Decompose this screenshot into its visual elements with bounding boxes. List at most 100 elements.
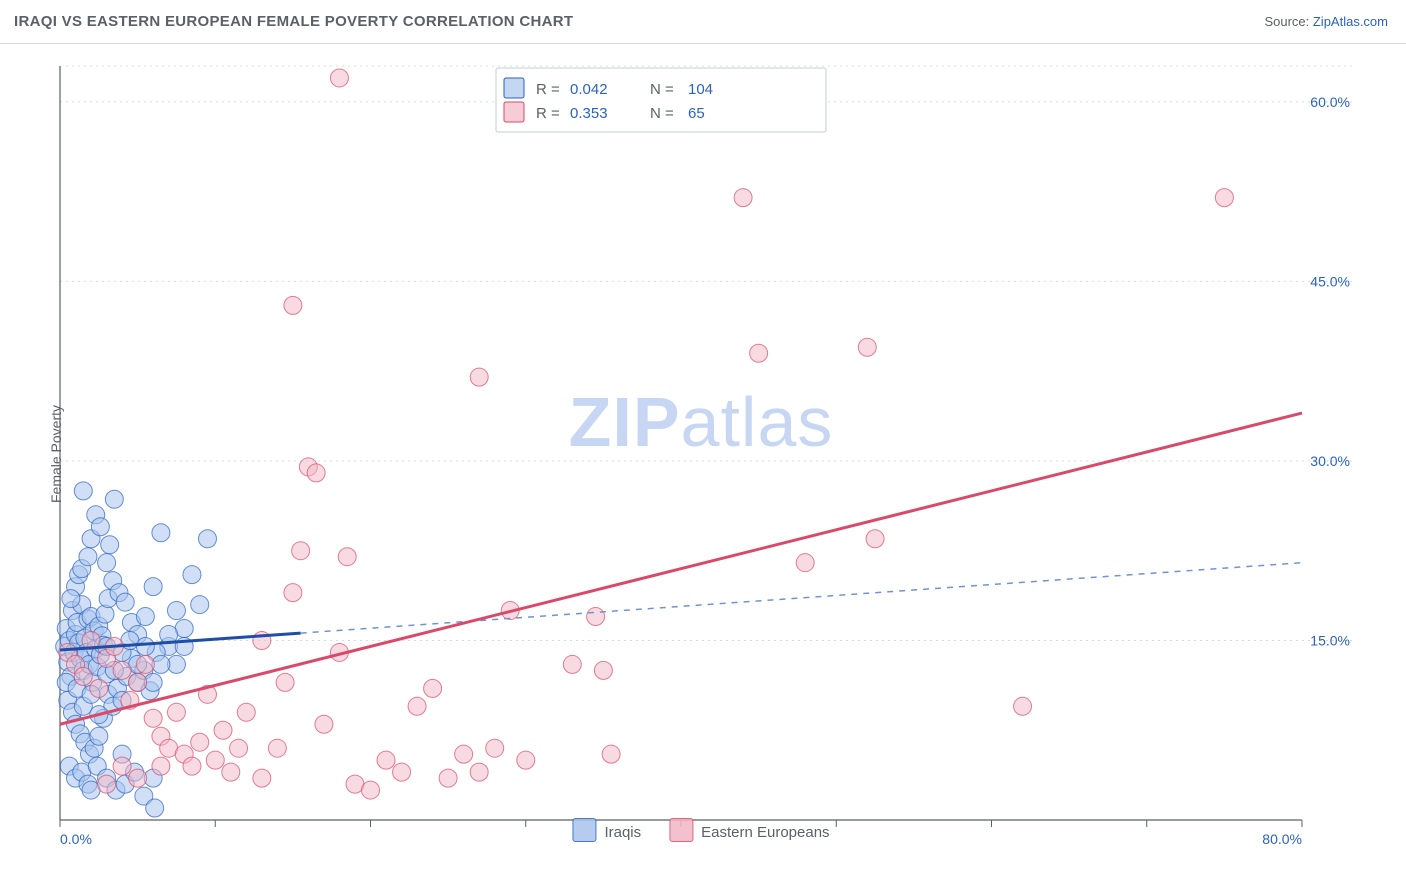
point-eastern — [858, 338, 876, 356]
point-iraqis — [198, 530, 216, 548]
point-eastern — [276, 673, 294, 691]
point-iraqis — [90, 727, 108, 745]
point-eastern — [866, 530, 884, 548]
chart-title: IRAQI VS EASTERN EUROPEAN FEMALE POVERTY… — [14, 13, 573, 30]
point-iraqis — [101, 536, 119, 554]
point-iraqis — [136, 637, 154, 655]
point-eastern — [113, 661, 131, 679]
bottom-legend-item-iraqis: Iraqis — [572, 818, 641, 842]
point-iraqis — [136, 608, 154, 626]
point-eastern — [152, 757, 170, 775]
point-eastern — [206, 751, 224, 769]
legend-r-label: R = — [536, 81, 560, 98]
point-eastern — [455, 745, 473, 763]
bottom-legend-label-eastern: Eastern Europeans — [701, 824, 829, 841]
point-eastern — [362, 781, 380, 799]
point-eastern — [237, 703, 255, 721]
source-link[interactable]: ZipAtlas.com — [1313, 14, 1388, 29]
point-eastern — [284, 584, 302, 602]
point-eastern — [268, 739, 286, 757]
point-eastern — [486, 739, 504, 757]
point-eastern — [136, 655, 154, 673]
point-iraqis — [146, 799, 164, 817]
bottom-legend-label-iraqis: Iraqis — [604, 824, 641, 841]
point-iraqis — [98, 554, 116, 572]
point-eastern — [796, 554, 814, 572]
point-eastern — [1014, 697, 1032, 715]
point-eastern — [594, 661, 612, 679]
legend-swatch-eastern — [504, 102, 524, 122]
point-eastern — [734, 189, 752, 207]
stats-legend: R = 0.042 N = 104 R = 0.353 N = 65 — [496, 68, 826, 132]
point-iraqis — [62, 590, 80, 608]
bottom-legend: Iraqis Eastern Europeans — [572, 818, 829, 842]
scatter-plot-svg: 0.0% 80.0% 15.0% 30.0% 45.0% 60.0% R = 0.042 N … — [46, 60, 1356, 848]
trend-solid-eastern — [60, 413, 1302, 724]
point-eastern — [307, 464, 325, 482]
source-prefix: Source: — [1264, 14, 1312, 29]
legend-r-value: 0.042 — [570, 81, 608, 98]
point-eastern — [315, 715, 333, 733]
legend-n-label: N = — [650, 81, 674, 98]
legend-n-value: 65 — [688, 105, 705, 122]
point-iraqis — [116, 593, 134, 611]
bottom-legend-swatch-eastern — [669, 818, 693, 842]
point-eastern — [338, 548, 356, 566]
legend-swatch-iraqis — [504, 78, 524, 98]
point-iraqis — [91, 518, 109, 536]
bottom-legend-item-eastern: Eastern Europeans — [669, 818, 829, 842]
point-eastern — [74, 667, 92, 685]
point-eastern — [284, 296, 302, 314]
point-iraqis — [96, 605, 114, 623]
point-eastern — [377, 751, 395, 769]
source-attribution: Source: ZipAtlas.com — [1264, 14, 1388, 29]
point-eastern — [144, 709, 162, 727]
point-eastern — [424, 679, 442, 697]
legend-n-label: N = — [650, 105, 674, 122]
point-eastern — [750, 344, 768, 362]
point-iraqis — [144, 578, 162, 596]
point-iraqis — [152, 524, 170, 542]
trend-dashed-iraqis — [301, 563, 1302, 633]
point-eastern — [393, 763, 411, 781]
point-eastern — [408, 697, 426, 715]
point-eastern — [563, 655, 581, 673]
point-iraqis — [79, 548, 97, 566]
point-eastern — [222, 763, 240, 781]
point-eastern — [98, 775, 116, 793]
legend-n-value: 104 — [688, 81, 713, 98]
point-eastern — [602, 745, 620, 763]
point-iraqis — [183, 566, 201, 584]
point-iraqis — [167, 602, 185, 620]
point-eastern — [587, 608, 605, 626]
point-eastern — [439, 769, 457, 787]
y-tick-label: 45.0% — [1310, 273, 1350, 289]
point-eastern — [167, 703, 185, 721]
y-tick-label: 60.0% — [1310, 94, 1350, 110]
y-tick-label: 30.0% — [1310, 453, 1350, 469]
point-eastern — [330, 69, 348, 87]
chart-area: Female Poverty ZIPatlas 0.0%80.0%15.0%30… — [46, 60, 1356, 848]
point-eastern — [214, 721, 232, 739]
stats-legend-box — [496, 68, 826, 132]
y-tick-label: 15.0% — [1310, 632, 1350, 648]
legend-r-value: 0.353 — [570, 105, 608, 122]
point-eastern — [129, 673, 147, 691]
point-eastern — [230, 739, 248, 757]
point-iraqis — [191, 596, 209, 614]
point-iraqis — [105, 490, 123, 508]
point-eastern — [183, 757, 201, 775]
point-eastern — [129, 769, 147, 787]
point-eastern — [470, 763, 488, 781]
bottom-legend-swatch-iraqis — [572, 818, 596, 842]
x-tick-label: 80.0% — [1262, 831, 1302, 847]
point-eastern — [90, 679, 108, 697]
legend-r-label: R = — [536, 105, 560, 122]
x-tick-label: 0.0% — [60, 831, 92, 847]
point-eastern — [191, 733, 209, 751]
point-eastern — [292, 542, 310, 560]
point-eastern — [1215, 189, 1233, 207]
point-eastern — [470, 368, 488, 386]
point-eastern — [517, 751, 535, 769]
point-iraqis — [74, 482, 92, 500]
